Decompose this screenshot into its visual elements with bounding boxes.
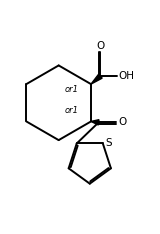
Text: O: O <box>118 117 126 127</box>
Text: or1: or1 <box>65 85 79 94</box>
Polygon shape <box>91 74 102 84</box>
Polygon shape <box>91 120 99 125</box>
Text: O: O <box>96 41 105 51</box>
Text: OH: OH <box>119 71 135 81</box>
Text: or1: or1 <box>65 106 79 115</box>
Text: S: S <box>105 139 112 148</box>
